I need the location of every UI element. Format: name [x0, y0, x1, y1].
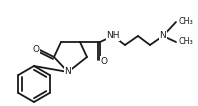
Text: CH₃: CH₃: [179, 38, 194, 47]
Text: NH: NH: [106, 31, 120, 40]
Text: CH₃: CH₃: [179, 17, 194, 26]
Text: N: N: [65, 68, 71, 77]
Text: O: O: [32, 45, 39, 54]
Text: N: N: [160, 31, 166, 40]
Text: O: O: [101, 56, 108, 66]
